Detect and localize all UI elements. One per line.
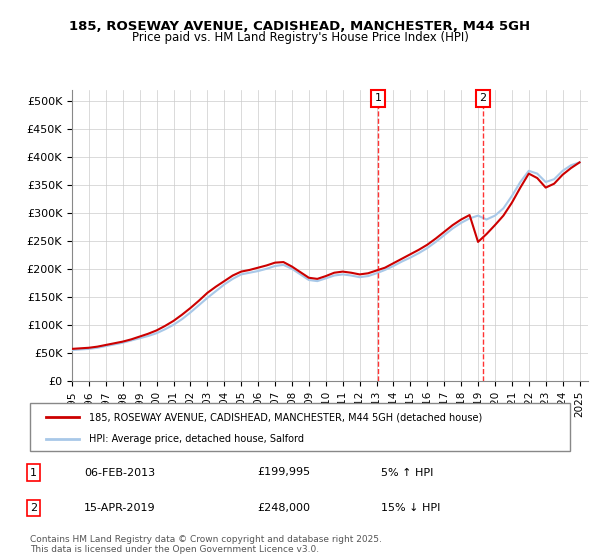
Text: £199,995: £199,995 bbox=[257, 468, 310, 478]
Text: 15% ↓ HPI: 15% ↓ HPI bbox=[381, 503, 440, 513]
Text: HPI: Average price, detached house, Salford: HPI: Average price, detached house, Salf… bbox=[89, 434, 304, 444]
Text: 2: 2 bbox=[479, 94, 487, 104]
Text: 5% ↑ HPI: 5% ↑ HPI bbox=[381, 468, 433, 478]
Text: 15-APR-2019: 15-APR-2019 bbox=[84, 503, 155, 513]
Text: 06-FEB-2013: 06-FEB-2013 bbox=[84, 468, 155, 478]
Text: 185, ROSEWAY AVENUE, CADISHEAD, MANCHESTER, M44 5GH (detached house): 185, ROSEWAY AVENUE, CADISHEAD, MANCHEST… bbox=[89, 413, 482, 422]
FancyBboxPatch shape bbox=[30, 403, 570, 451]
Text: 2: 2 bbox=[30, 503, 37, 513]
Text: 185, ROSEWAY AVENUE, CADISHEAD, MANCHESTER, M44 5GH: 185, ROSEWAY AVENUE, CADISHEAD, MANCHEST… bbox=[70, 20, 530, 32]
Text: Contains HM Land Registry data © Crown copyright and database right 2025.
This d: Contains HM Land Registry data © Crown c… bbox=[30, 535, 382, 554]
Text: Price paid vs. HM Land Registry's House Price Index (HPI): Price paid vs. HM Land Registry's House … bbox=[131, 31, 469, 44]
Text: 1: 1 bbox=[30, 468, 37, 478]
Text: £248,000: £248,000 bbox=[257, 503, 310, 513]
Text: 1: 1 bbox=[375, 94, 382, 104]
